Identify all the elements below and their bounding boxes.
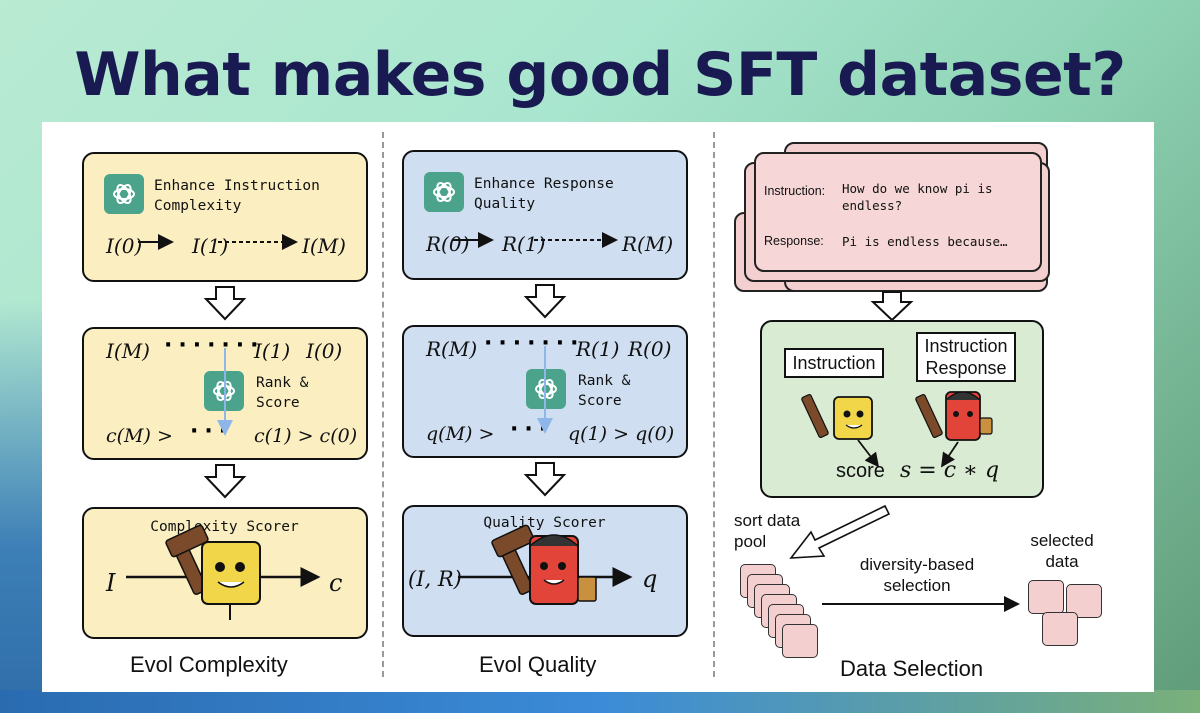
hollow-down-arrow bbox=[203, 464, 247, 499]
quality-rank-label: Rank & Score bbox=[578, 373, 631, 409]
data-selection-caption: Data Selection bbox=[840, 656, 984, 681]
hollow-down-arrow bbox=[523, 462, 567, 497]
chatgpt-icon bbox=[424, 172, 464, 212]
complexity-evolve-im: I(M) bbox=[302, 234, 346, 258]
pool-card bbox=[782, 624, 818, 658]
response-key: Response: bbox=[764, 234, 824, 248]
quality-enhance-box: Enhance Response Quality R(0) R(1) R(M) bbox=[402, 150, 688, 280]
hollow-down-arrow bbox=[203, 286, 247, 321]
evol-quality-caption: Evol Quality bbox=[479, 652, 597, 677]
hollow-down-arrow bbox=[870, 291, 914, 322]
quality-scorer-label: Quality Scorer bbox=[483, 515, 606, 531]
quality-rank-r0: R(0) bbox=[628, 337, 672, 361]
quality-enhance-label: Enhance Response Quality bbox=[474, 176, 614, 212]
sort-data-pool-label: sort data pool bbox=[734, 511, 801, 551]
hollow-down-arrow bbox=[523, 284, 567, 319]
instruction-value: How do we know pi is endless? bbox=[842, 181, 993, 213]
diagram-overlay bbox=[126, 232, 1020, 620]
column-divider-1 bbox=[382, 132, 384, 677]
score-arrow bbox=[941, 441, 959, 468]
quality-rank-rm: R(M) bbox=[426, 337, 478, 361]
hollow-diagonal-arrow bbox=[789, 504, 891, 559]
quality-rank-r1: R(1) bbox=[576, 337, 620, 361]
evol-complexity-caption: Evol Complexity bbox=[130, 652, 288, 677]
complexity-evolve-i1: I(1) bbox=[192, 234, 229, 258]
quality-score-qm: q(M) > bbox=[426, 423, 495, 445]
figure-panel: Enhance Instruction Complexity I(0) I(1)… bbox=[42, 122, 1154, 692]
selected-card bbox=[1042, 612, 1078, 646]
response-value: Pi is endless because… bbox=[842, 234, 1008, 249]
complexity-judge-character bbox=[165, 524, 261, 620]
complexity-scorer-output: c bbox=[329, 569, 343, 597]
complexity-rank-i1: I(1) bbox=[254, 339, 291, 363]
quality-scorer-output: q bbox=[642, 565, 658, 593]
column-divider-2 bbox=[713, 132, 715, 677]
complexity-score-c1: c(1) > c(0) bbox=[254, 425, 358, 447]
instruction-response-label-box: Instruction Response bbox=[916, 332, 1016, 382]
background-bottom-strip bbox=[0, 690, 1200, 713]
complexity-evolve-i0: I(0) bbox=[106, 234, 143, 258]
instruction-label-box: Instruction bbox=[784, 348, 884, 378]
complexity-rank-im: I(M) bbox=[106, 339, 150, 363]
complexity-enhance-label: Enhance Instruction Complexity bbox=[154, 178, 320, 214]
quality-evolve-r0: R(0) bbox=[426, 232, 470, 256]
chatgpt-icon bbox=[104, 174, 144, 214]
complexity-enhance-box: Enhance Instruction Complexity I(0) I(1)… bbox=[82, 152, 368, 282]
ellipsis-dots: ······· bbox=[164, 333, 265, 358]
small-quality-judge bbox=[915, 391, 993, 441]
selected-data-label: selected data bbox=[1030, 531, 1094, 571]
diversity-selection-label: diversity-based selection bbox=[859, 555, 975, 595]
quality-scorer-input: (I, R) bbox=[408, 567, 462, 591]
quality-judge-character bbox=[491, 524, 597, 605]
quality-evolve-r1: R(1) bbox=[502, 232, 546, 256]
slide-title: What makes good SFT dataset? bbox=[74, 40, 1126, 110]
small-complexity-judge bbox=[801, 394, 873, 440]
complexity-score-cm: c(M) > bbox=[106, 425, 173, 447]
complexity-scorer-input: I bbox=[106, 569, 116, 597]
instruction-key: Instruction: bbox=[764, 184, 826, 198]
quality-evolve-rm: R(M) bbox=[622, 232, 674, 256]
instruction-response-card: Instruction: How do we know pi is endles… bbox=[754, 152, 1042, 272]
complexity-rank-label: Rank & Score bbox=[256, 375, 309, 411]
ellipsis-dots: ······· bbox=[484, 331, 585, 356]
complexity-rank-i0: I(0) bbox=[306, 339, 343, 363]
quality-score-q1: q(1) > q(0) bbox=[568, 423, 675, 445]
score-arrow bbox=[857, 439, 880, 468]
